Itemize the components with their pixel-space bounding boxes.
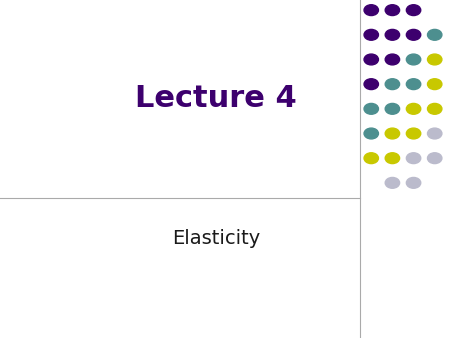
Circle shape: [385, 128, 400, 139]
Circle shape: [385, 103, 400, 114]
Text: Lecture 4: Lecture 4: [135, 84, 297, 113]
Circle shape: [406, 5, 421, 16]
Circle shape: [364, 79, 378, 90]
Circle shape: [406, 153, 421, 164]
Circle shape: [406, 103, 421, 114]
Circle shape: [406, 54, 421, 65]
Circle shape: [364, 153, 378, 164]
Circle shape: [385, 5, 400, 16]
Circle shape: [364, 29, 378, 40]
Circle shape: [364, 5, 378, 16]
Circle shape: [385, 79, 400, 90]
Circle shape: [428, 54, 442, 65]
Circle shape: [406, 79, 421, 90]
Circle shape: [406, 29, 421, 40]
Circle shape: [406, 177, 421, 188]
Circle shape: [364, 128, 378, 139]
Circle shape: [428, 103, 442, 114]
Circle shape: [385, 54, 400, 65]
Circle shape: [364, 54, 378, 65]
Circle shape: [385, 177, 400, 188]
Circle shape: [428, 128, 442, 139]
Text: Elasticity: Elasticity: [172, 229, 260, 248]
Circle shape: [428, 29, 442, 40]
Circle shape: [385, 29, 400, 40]
Circle shape: [428, 153, 442, 164]
Circle shape: [364, 103, 378, 114]
Circle shape: [406, 128, 421, 139]
Circle shape: [385, 153, 400, 164]
Circle shape: [428, 79, 442, 90]
